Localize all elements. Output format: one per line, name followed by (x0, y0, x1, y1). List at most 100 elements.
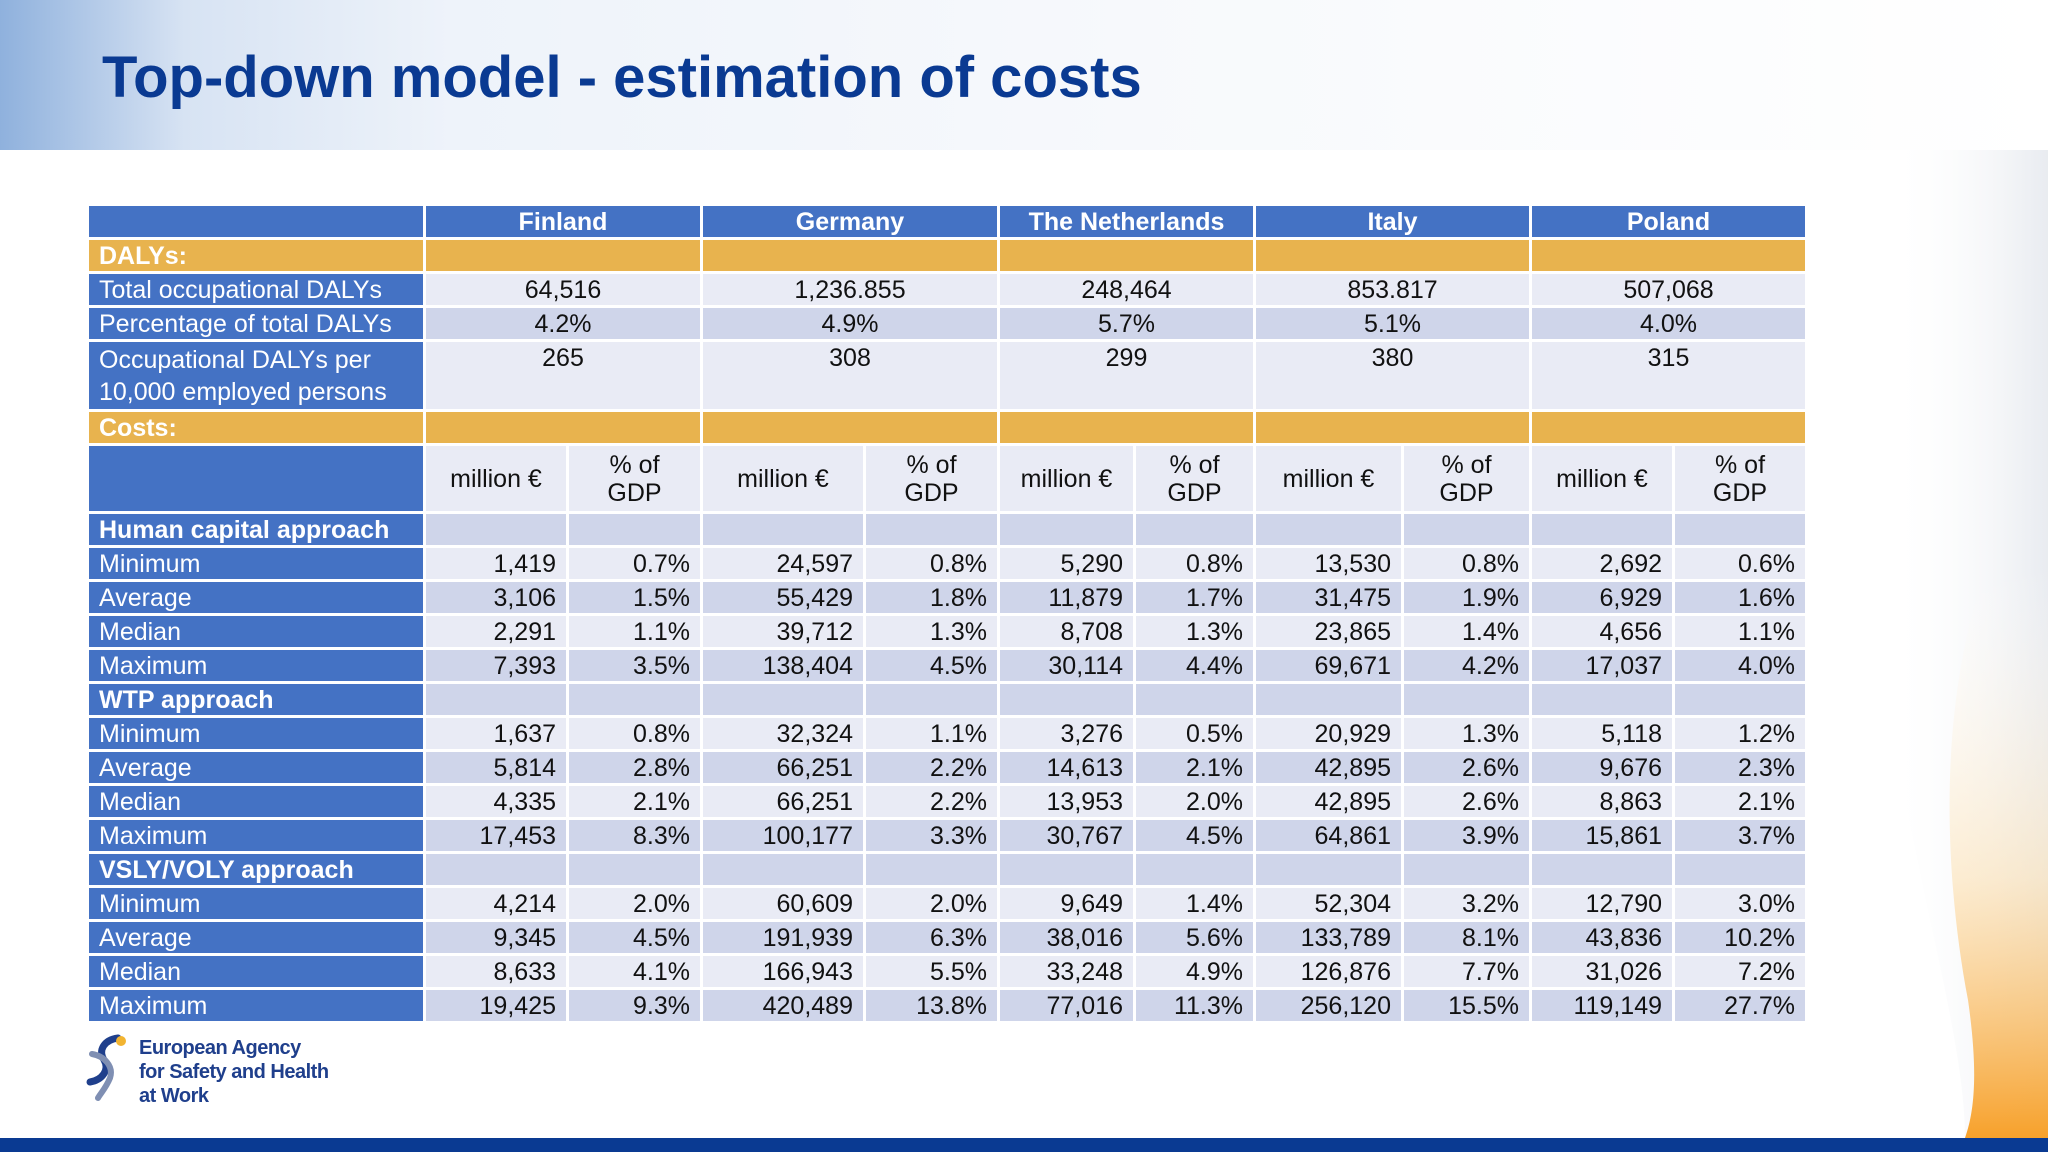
table-cell: 55,429 (700, 579, 866, 616)
table-row: Median 4,335 2.1% 66,251 2.2% 13,953 2.0% 42,89… (86, 783, 1808, 820)
table-cell: 126,876 (1253, 953, 1404, 990)
table-cell: 0.7% (566, 545, 703, 582)
table-cell: 3.0% (1672, 885, 1808, 922)
table-cell: 33,248 (997, 953, 1136, 990)
table-cell: 119,149 (1529, 987, 1675, 1024)
logo-line-3: at Work (139, 1085, 209, 1107)
section-fill (997, 409, 1256, 446)
table-cell: 2.8% (566, 749, 703, 786)
section-fill (700, 409, 1000, 446)
table-cell: 8.1% (1401, 919, 1532, 956)
unit-gdp-line: % of (1169, 450, 1220, 479)
table-cell: 15,861 (1529, 817, 1675, 854)
slide-title: Top-down model - estimation of costs (102, 45, 1142, 110)
empty-cell (997, 851, 1136, 888)
table-cell: 4.2% (423, 305, 703, 342)
section-fill (1529, 237, 1808, 274)
table-cell: 8.3% (566, 817, 703, 854)
table-cell: 4,214 (423, 885, 569, 922)
section-row: DALYs: (86, 237, 1808, 274)
table-cell: 6.3% (863, 919, 1000, 956)
empty-cell (1672, 681, 1808, 718)
table-row: Median 8,633 4.1% 166,943 5.5% 33,248 4.9% 126,… (86, 953, 1808, 990)
table-cell: 1,236.855 (700, 271, 1000, 308)
table-cell: 3.5% (566, 647, 703, 684)
section-label: Costs: (86, 409, 426, 446)
table-cell: 11,879 (997, 579, 1136, 616)
section-fill (1529, 409, 1808, 446)
agency-logo-text: European Agency for Safety and Health at… (139, 1036, 359, 1108)
table-cell: 420,489 (700, 987, 866, 1024)
empty-cell (1133, 681, 1256, 718)
table-cell: 4.1% (566, 953, 703, 990)
table-cell: 2.1% (1133, 749, 1256, 786)
approach-label: Human capital approach (86, 511, 426, 548)
table-cell: 11.3% (1133, 987, 1256, 1024)
table-cell: 2.0% (863, 885, 1000, 922)
unit-row: million €% of GDP million €% of GDP million … (86, 443, 1808, 514)
table-cell: 77,016 (997, 987, 1136, 1024)
section-fill (700, 237, 1000, 274)
table-cell: 4,656 (1529, 613, 1675, 650)
table-cell: 1.8% (863, 579, 1000, 616)
row-label: Maximum (86, 987, 426, 1024)
empty-cell (1253, 511, 1404, 548)
approach-label: WTP approach (86, 681, 426, 718)
table-cell: 380 (1253, 339, 1532, 412)
table-cell: 0.8% (566, 715, 703, 752)
unit-million: million € (423, 443, 569, 514)
table-cell: 15.5% (1401, 987, 1532, 1024)
table-cell: 17,037 (1529, 647, 1675, 684)
table-cell: 3.2% (1401, 885, 1532, 922)
table-cell: 66,251 (700, 783, 866, 820)
table-cell: 9,649 (997, 885, 1136, 922)
country-header: Germany (700, 203, 1000, 240)
table-cell: 32,324 (700, 715, 866, 752)
table-cell: 1,637 (423, 715, 569, 752)
table-cell: 166,943 (700, 953, 866, 990)
table-cell: 2.0% (1133, 783, 1256, 820)
table-cell: 3.9% (1401, 817, 1532, 854)
empty-cell (700, 681, 866, 718)
empty-cell (700, 511, 866, 548)
empty-cell (700, 851, 866, 888)
row-label: Average (86, 749, 426, 786)
table-cell: 1.5% (566, 579, 703, 616)
table-cell: 43,836 (1529, 919, 1675, 956)
table-cell: 299 (997, 339, 1256, 412)
table-cell: 1.3% (1401, 715, 1532, 752)
table-cell: 1.1% (863, 715, 1000, 752)
table-row: Maximum 19,425 9.3% 420,489 13.8% 77,016 11.3%… (86, 987, 1808, 1024)
approach-label: VSLY/VOLY approach (86, 851, 426, 888)
table-cell: 1,419 (423, 545, 569, 582)
table-row: Average 3,106 1.5% 55,429 1.8% 11,879 1.7% 31,4… (86, 579, 1808, 616)
table-cell: 69,671 (1253, 647, 1404, 684)
table-cell: 24,597 (700, 545, 866, 582)
row-label: Median (86, 613, 426, 650)
row-label: Minimum (86, 545, 426, 582)
table-cell: 4.0% (1672, 647, 1808, 684)
table-cell: 27.7% (1672, 987, 1808, 1024)
table-cell: 13,530 (1253, 545, 1404, 582)
table-cell: 8,863 (1529, 783, 1675, 820)
unit-gdp-line: GDP (904, 478, 959, 507)
empty-cell (1529, 511, 1675, 548)
unit-gdp-line: GDP (1712, 478, 1768, 507)
approach-row: Human capital approach (86, 511, 1808, 548)
row-label: Percentage of total DALYs (86, 305, 426, 342)
row-label: Maximum (86, 817, 426, 854)
table-cell: 2.6% (1401, 749, 1532, 786)
section-fill (1253, 237, 1532, 274)
approach-row: WTP approach (86, 681, 1808, 718)
table-row: Average 5,814 2.8% 66,251 2.2% 14,613 2.1% 42,8… (86, 749, 1808, 786)
table-cell: 5,290 (997, 545, 1136, 582)
table-row: Total occupational DALYs 64,516 1,236.855 2… (86, 271, 1808, 308)
row-label: Median (86, 783, 426, 820)
table-cell: 2.1% (566, 783, 703, 820)
table-row: Maximum 7,393 3.5% 138,404 4.5% 30,114 4.4% 69,… (86, 647, 1808, 684)
table-cell: 9,345 (423, 919, 569, 956)
cost-estimation-table: Finland Germany The Netherlands Italy Poland… (86, 203, 1808, 1024)
table-cell: 2.3% (1672, 749, 1808, 786)
row-label: Minimum (86, 715, 426, 752)
